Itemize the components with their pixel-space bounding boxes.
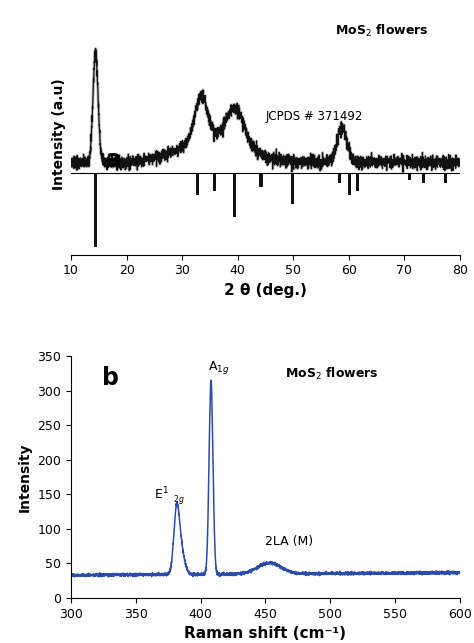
Y-axis label: Intensity: Intensity: [18, 442, 32, 512]
Text: $_{2g}$: $_{2g}$: [173, 493, 185, 508]
Text: JCPDS # 371492: JCPDS # 371492: [265, 109, 363, 123]
Bar: [233, 173, 237, 217]
Bar: [94, 173, 97, 247]
Bar: [444, 173, 447, 183]
Bar: [213, 173, 217, 191]
X-axis label: Raman shift (cm⁻¹): Raman shift (cm⁻¹): [184, 626, 346, 641]
Bar: [348, 173, 351, 195]
Text: a: a: [106, 149, 122, 172]
Bar: [196, 173, 199, 195]
Text: MoS$_2$ flowers: MoS$_2$ flowers: [336, 23, 429, 39]
Text: b: b: [102, 366, 119, 390]
Bar: [291, 173, 293, 204]
Text: 2LA (M): 2LA (M): [265, 535, 314, 548]
X-axis label: 2 θ (deg.): 2 θ (deg.): [224, 283, 307, 298]
Bar: [259, 173, 263, 187]
Bar: [356, 173, 359, 191]
Bar: [422, 173, 425, 183]
Y-axis label: Intensity (a.u): Intensity (a.u): [52, 78, 65, 190]
Bar: [408, 173, 411, 179]
Text: E$^1$: E$^1$: [154, 486, 168, 503]
Bar: [338, 173, 341, 183]
Text: A$_{1g}$: A$_{1g}$: [209, 359, 230, 376]
Text: MoS$_2$ flowers: MoS$_2$ flowers: [285, 366, 379, 382]
